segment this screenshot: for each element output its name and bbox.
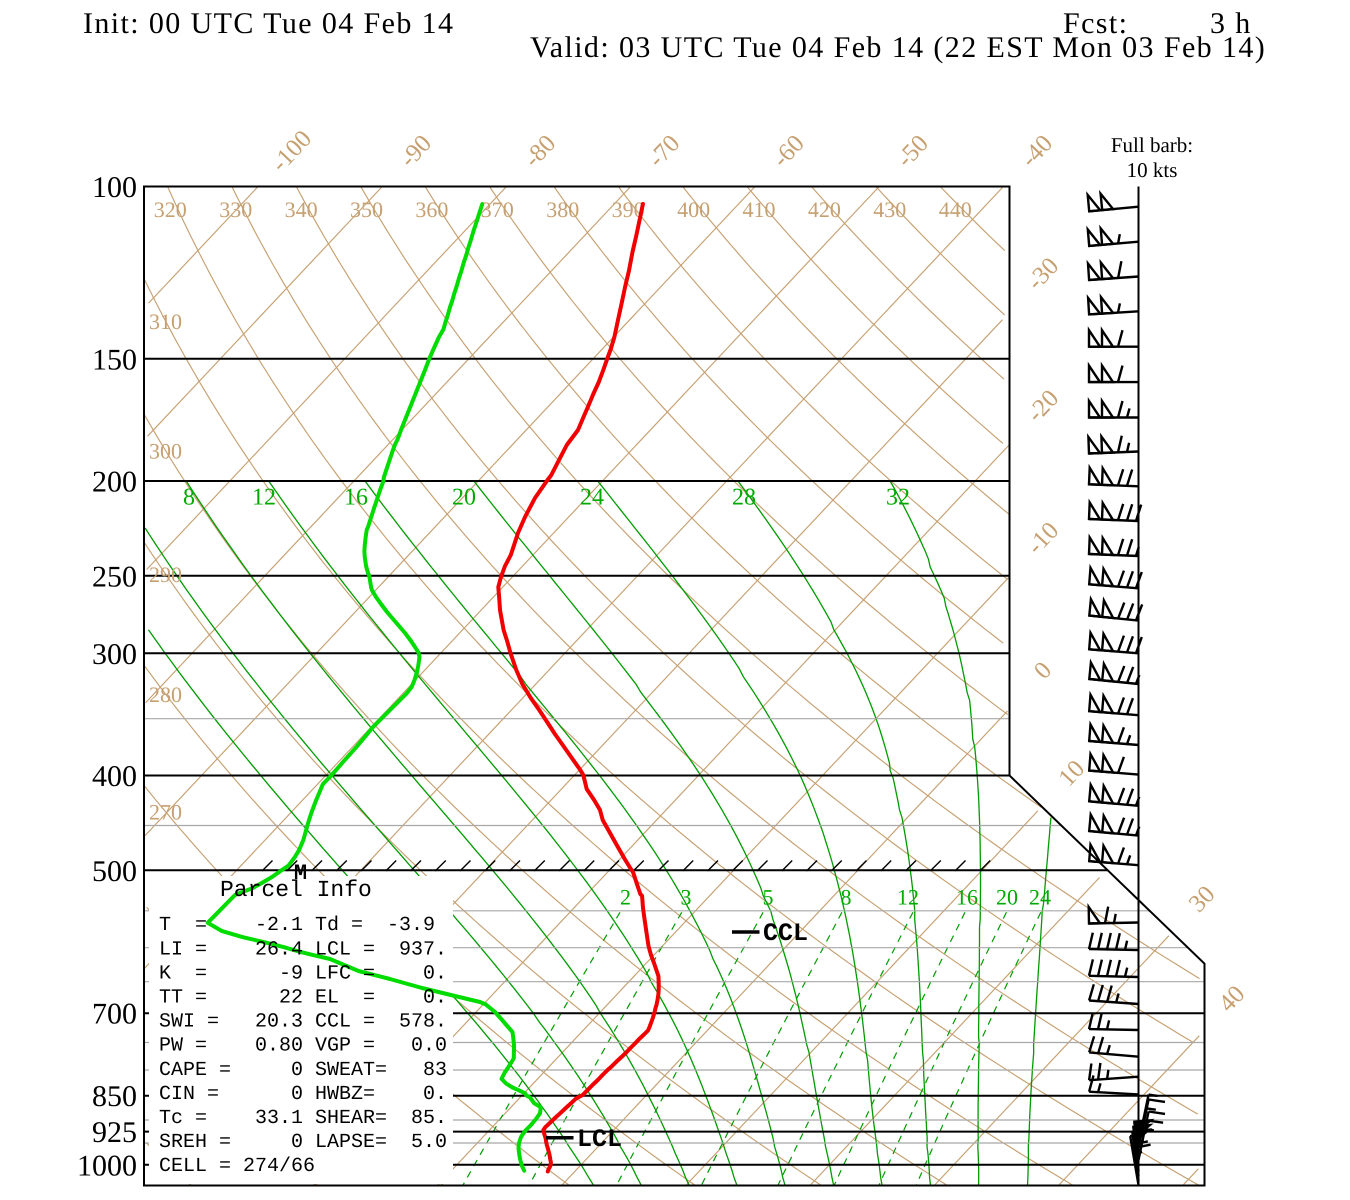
svg-text:PW = 0.80 VGP = 0.0: PW = 0.80 VGP = 0.0: [159, 1035, 447, 1058]
svg-text:16: 16: [344, 485, 368, 511]
svg-text:430: 430: [873, 197, 906, 222]
svg-text:28: 28: [732, 485, 756, 511]
svg-text:3: 3: [681, 885, 692, 910]
svg-text:500: 500: [92, 855, 137, 888]
svg-text:20: 20: [452, 485, 476, 511]
svg-text:1000: 1000: [77, 1149, 137, 1182]
svg-text:350: 350: [350, 197, 383, 222]
svg-text:CCL: CCL: [763, 919, 808, 948]
svg-text:TT = 22 EL = 0.: TT = 22 EL = 0.: [159, 987, 447, 1010]
svg-text:Fcst:: Fcst:: [1063, 7, 1128, 40]
svg-text:20: 20: [996, 885, 1018, 910]
svg-text:340: 340: [285, 197, 318, 222]
svg-text:270: 270: [149, 800, 182, 825]
svg-text:24: 24: [580, 485, 604, 511]
svg-text:32: 32: [886, 485, 910, 511]
svg-text:200: 200: [92, 466, 137, 499]
svg-text:3 h: 3 h: [1210, 7, 1252, 40]
svg-text:440: 440: [939, 197, 972, 222]
svg-text:Valid: 03 UTC Tue 04 Feb 14 (2: Valid: 03 UTC Tue 04 Feb 14 (22 EST Mon …: [530, 31, 1266, 64]
svg-text:150: 150: [92, 343, 137, 376]
svg-text:Parcel Info: Parcel Info: [220, 877, 372, 903]
svg-text:380: 380: [546, 197, 579, 222]
svg-text:SWI = 20.3 CCL = 578.: SWI = 20.3 CCL = 578.: [159, 1011, 447, 1034]
svg-text:2: 2: [620, 885, 631, 910]
svg-text:10 kts: 10 kts: [1127, 158, 1178, 182]
svg-text:400: 400: [92, 760, 137, 793]
svg-text:T = -2.1 Td = -3.9: T = -2.1 Td = -3.9: [159, 914, 435, 937]
svg-text:320: 320: [154, 197, 187, 222]
svg-text:850: 850: [92, 1080, 137, 1113]
svg-text:290: 290: [149, 562, 182, 587]
svg-text:280: 280: [149, 682, 182, 707]
svg-text:Init: 00 UTC Tue 04 Feb 14: Init: 00 UTC Tue 04 Feb 14: [83, 7, 454, 40]
svg-text:12: 12: [252, 485, 276, 511]
svg-text:12: 12: [897, 885, 919, 910]
svg-text:Tc = 33.1 SHEAR= 85.: Tc = 33.1 SHEAR= 85.: [159, 1107, 447, 1130]
svg-text:CELL = 274/66: CELL = 274/66: [159, 1155, 315, 1178]
svg-text:310: 310: [149, 309, 182, 334]
svg-text:925: 925: [92, 1116, 137, 1149]
svg-text:5: 5: [763, 885, 774, 910]
svg-text:Full barb:: Full barb:: [1111, 133, 1193, 157]
svg-text:CAPE = 0 SWEAT= 83: CAPE = 0 SWEAT= 83: [159, 1059, 447, 1082]
svg-text:24: 24: [1029, 885, 1051, 910]
svg-text:420: 420: [808, 197, 841, 222]
svg-text:410: 410: [743, 197, 776, 222]
svg-text:16: 16: [956, 885, 978, 910]
svg-text:M: M: [294, 861, 307, 886]
svg-text:8: 8: [183, 485, 195, 511]
svg-text:CIN = 0 HWBZ= 0.: CIN = 0 HWBZ= 0.: [159, 1083, 447, 1106]
svg-text:370: 370: [481, 197, 514, 222]
svg-text:360: 360: [415, 197, 448, 222]
svg-text:300: 300: [149, 439, 182, 464]
svg-text:8: 8: [841, 885, 852, 910]
svg-text:400: 400: [677, 197, 710, 222]
svg-text:SREH = 0 LAPSE= 5.0: SREH = 0 LAPSE= 5.0: [159, 1131, 447, 1154]
svg-text:K = -9 LFC = 0.: K = -9 LFC = 0.: [159, 962, 447, 985]
svg-text:100: 100: [92, 171, 137, 204]
svg-text:700: 700: [92, 998, 137, 1031]
svg-text:250: 250: [92, 560, 137, 593]
svg-text:330: 330: [219, 197, 252, 222]
svg-text:LI = 26.4 LCL = 937.: LI = 26.4 LCL = 937.: [159, 938, 447, 961]
svg-text:LCL: LCL: [577, 1125, 622, 1154]
svg-text:300: 300: [92, 638, 137, 671]
